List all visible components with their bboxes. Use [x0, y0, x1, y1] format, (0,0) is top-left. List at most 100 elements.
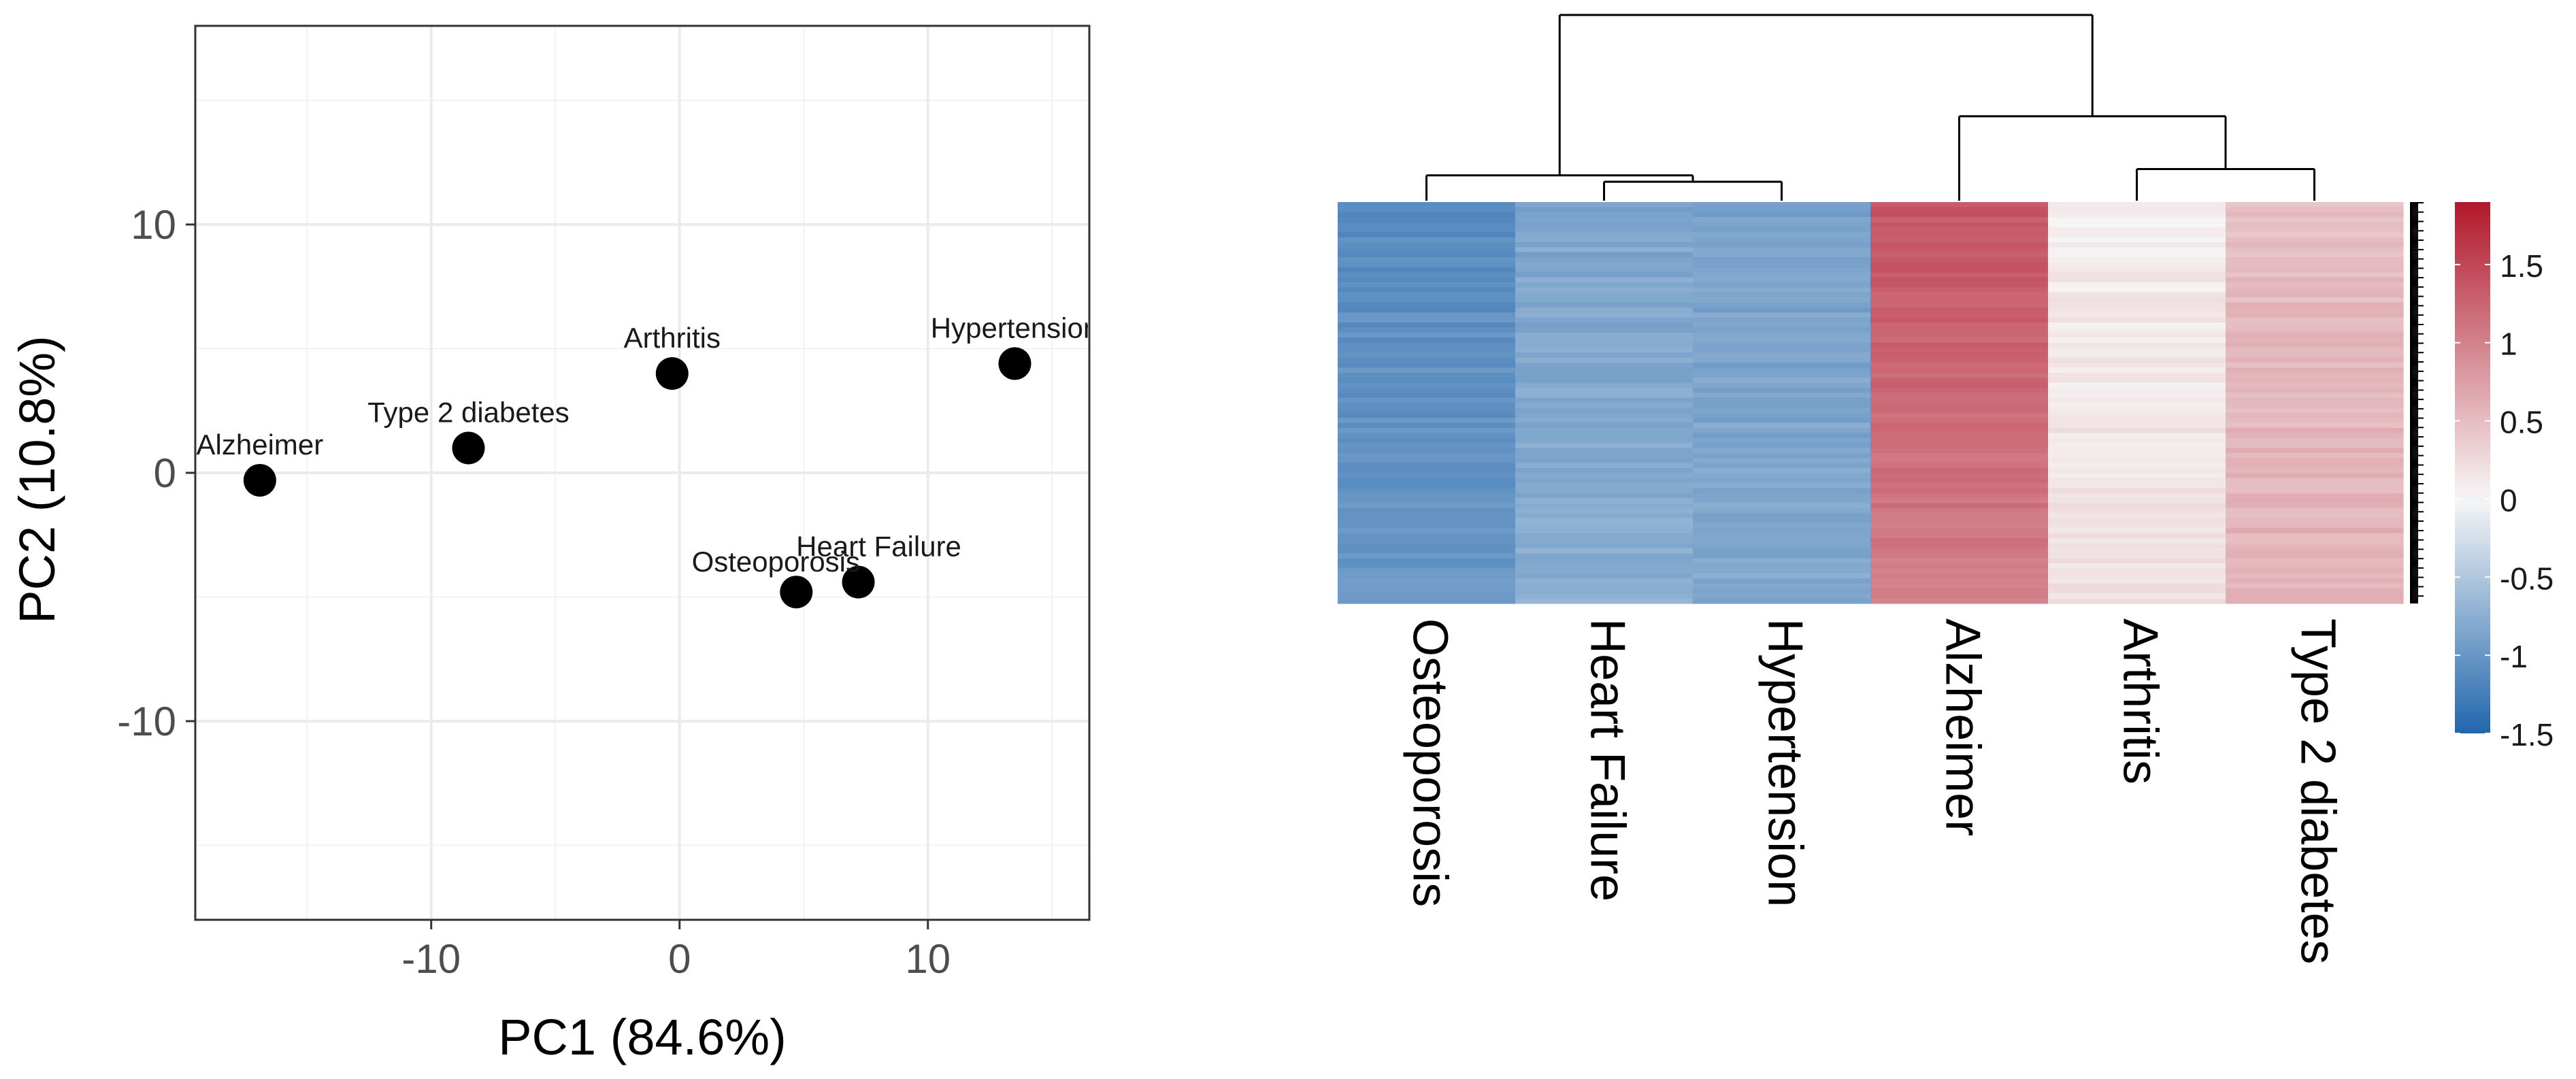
- heatmap-cell: [2226, 458, 2404, 464]
- heatmap-cell: [2226, 367, 2404, 374]
- heatmap-cell: [1693, 518, 1871, 524]
- heatmap-cell: [1870, 397, 2049, 403]
- heatmap-cell: [2226, 307, 2404, 313]
- heatmap-cell: [1870, 372, 2049, 378]
- heatmap-cell: [1338, 222, 1516, 228]
- heatmap-cell: [1693, 448, 1871, 454]
- heatmap-cell: [2226, 297, 2404, 303]
- heatmap-cell: [1515, 403, 1694, 408]
- heatmap-cell: [1515, 387, 1694, 393]
- heatmap-cell: [2048, 437, 2226, 444]
- heatmap-cell: [1515, 217, 1694, 223]
- heatmap-cell: [2226, 207, 2404, 213]
- heatmap-cell: [1338, 327, 1516, 333]
- legend-tick-label: -0.5: [2500, 561, 2554, 596]
- heatmap-cell: [2048, 367, 2226, 374]
- heatmap-cell: [2048, 363, 2226, 368]
- heatmap-cell: [2226, 247, 2404, 253]
- heatmap-cell: [1338, 538, 1516, 544]
- heatmap-cell: [1870, 387, 2049, 393]
- heatmap-cell: [1338, 387, 1516, 393]
- heatmap-cell: [1338, 307, 1516, 313]
- point-label: Heart Failure: [796, 531, 961, 563]
- heatmap-cell: [1338, 332, 1516, 338]
- legend-tick-label: -1.5: [2500, 717, 2554, 752]
- heatmap-cell: [1515, 553, 1694, 559]
- heatmap-cell: [1515, 533, 1694, 539]
- heatmap-cell: [1693, 307, 1871, 313]
- heatmap-cell: [1693, 573, 1871, 579]
- pca-scatter-panel: Alzheimer Type 2 diabetes Arthritis Hyperte…: [9, 24, 1091, 1065]
- heatmap-cell: [1870, 437, 2049, 444]
- legend-tick-label: -1: [2500, 639, 2528, 674]
- heatmap-cell: [1515, 583, 1694, 589]
- heatmap-cell: [1870, 553, 2049, 559]
- heatmap-cell: [1515, 543, 1694, 549]
- heatmap-cell: [2048, 207, 2226, 213]
- heatmap-cell: [2048, 467, 2226, 474]
- heatmap-cell: [2048, 292, 2226, 298]
- color-legend: -1.5 -1 -0.5 0 0.5 1 1.5: [2455, 202, 2554, 752]
- heatmap-cell: [1870, 217, 2049, 223]
- heatmap-cell: [1870, 207, 2049, 213]
- heatmap-cell: [1515, 412, 1694, 418]
- heatmap-cell: [2048, 302, 2226, 308]
- heatmap-cell: [2048, 458, 2226, 464]
- heatmap-cell: [1515, 393, 1694, 399]
- heatmap-cell: [1870, 467, 2049, 474]
- heatmap-cell: [2226, 493, 2404, 499]
- heatmap-cell: [1870, 307, 2049, 313]
- heatmap-cell: [1515, 312, 1694, 318]
- heatmap-cell: [1515, 237, 1694, 243]
- heatmap-cell: [2226, 387, 2404, 393]
- heatmap-cell: [1338, 503, 1516, 509]
- heatmap-cell: [1338, 262, 1516, 268]
- column-label: Osteoporosis: [1402, 618, 1457, 907]
- heatmap-cell: [1338, 463, 1516, 469]
- heatmap-cell: [2226, 467, 2404, 474]
- heatmap-cell: [1693, 458, 1871, 464]
- heatmap-cell: [1515, 307, 1694, 313]
- heatmap-cell: [1515, 367, 1694, 374]
- heatmap-cell: [1870, 588, 2049, 594]
- heatmap-cell: [1515, 222, 1694, 228]
- heatmap-cell: [1693, 287, 1871, 293]
- heatmap-cell: [2048, 473, 2226, 479]
- heatmap-cell: [1693, 322, 1871, 328]
- heatmap-cell: [1870, 593, 2049, 599]
- heatmap-cell: [2048, 483, 2226, 488]
- heatmap-cell: [1515, 518, 1694, 524]
- heatmap-cells: [1338, 202, 2404, 604]
- heatmap-cell: [2048, 553, 2226, 559]
- heatmap-cell: [1693, 372, 1871, 378]
- heatmap-cell: [1693, 277, 1871, 283]
- heatmap-cell: [1693, 237, 1871, 243]
- heatmap-cell: [1870, 382, 2049, 388]
- heatmap-cell: [1338, 352, 1516, 359]
- heatmap-cell: [1515, 272, 1694, 278]
- legend-tick-label: 0.5: [2500, 405, 2543, 440]
- heatmap-cell: [1693, 297, 1871, 303]
- heatmap-cell: [1870, 427, 2049, 433]
- heatmap-cell: [1338, 292, 1516, 298]
- heatmap-cell: [1870, 262, 2049, 268]
- heatmap-cell: [1870, 257, 2049, 263]
- heatmap-cell: [1338, 458, 1516, 464]
- heatmap-cell: [1693, 563, 1871, 569]
- heatmap-cell: [1870, 297, 2049, 303]
- heatmap-cell: [1515, 277, 1694, 283]
- heatmap-cell: [1515, 427, 1694, 433]
- heatmap-cell: [2226, 287, 2404, 293]
- heatmap-cell: [1693, 443, 1871, 448]
- heatmap-cell: [1693, 568, 1871, 574]
- heatmap-cell: [1338, 207, 1516, 213]
- heatmap-cell: [2226, 342, 2404, 348]
- heatmap-cell: [2048, 267, 2226, 273]
- point-label: Alzheimer: [197, 429, 324, 461]
- heatmap-cell: [1338, 217, 1516, 223]
- heatmap-cell: [1338, 363, 1516, 368]
- heatmap-cell: [1693, 337, 1871, 344]
- heatmap-cell: [1693, 493, 1871, 499]
- heatmap-cell: [2226, 463, 2404, 469]
